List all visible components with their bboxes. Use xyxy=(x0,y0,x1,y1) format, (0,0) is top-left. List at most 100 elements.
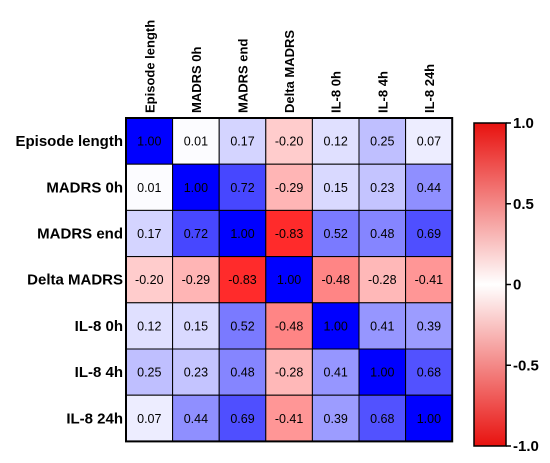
heatmap-cell-3-6 xyxy=(405,256,453,304)
column-label-il-8-24h: IL-8 24h xyxy=(422,64,437,113)
colorbar-tick-label: 0 xyxy=(513,277,521,294)
cell-label-1-1: 1.00 xyxy=(184,181,208,195)
cell-label-5-1: 0.23 xyxy=(184,366,208,380)
column-labels: Episode length MADRS 0h MADRS end Delta MAD… xyxy=(142,20,437,113)
heatmap-cell-1-4 xyxy=(311,163,360,211)
cell-label-1-6: 0.44 xyxy=(417,181,441,195)
row-label-delta-madrs: Delta MADRS xyxy=(27,272,123,289)
heatmap-cell-3-1 xyxy=(172,256,220,304)
cell-label-5-6: 0.68 xyxy=(417,366,441,380)
cell-label-5-5: 1.00 xyxy=(370,366,394,380)
cell-label-4-6: 0.39 xyxy=(417,319,441,333)
row-labels: Episode length MADRS 0h MADRS end Delta MAD… xyxy=(15,133,123,427)
heatmap-cell-0-1 xyxy=(172,117,220,165)
heatmap-cell-2-4 xyxy=(311,209,360,258)
colorbar-gradient xyxy=(473,122,507,447)
column-label-episode-length: Episode length xyxy=(142,20,157,113)
cell-label-1-2: 0.72 xyxy=(230,181,254,195)
cell-label-6-0: 0.07 xyxy=(137,412,161,426)
colorbar-tick-label: -0.5 xyxy=(513,357,539,374)
heatmap-cell-5-0 xyxy=(125,348,174,396)
heatmap-cell-3-0 xyxy=(125,256,174,304)
heatmap-cell-6-5 xyxy=(358,394,407,442)
cell-label-5-4: 0.41 xyxy=(324,366,348,380)
cell-label-2-5: 0.48 xyxy=(370,227,394,241)
row-label-madrs-0h: MADRS 0h xyxy=(46,179,123,196)
cell-label-1-0: 0.01 xyxy=(137,181,161,195)
heatmap-cell-6-3 xyxy=(265,394,313,442)
cell-label-3-4: -0.48 xyxy=(321,273,350,287)
heatmap-cell-5-1 xyxy=(172,348,220,396)
cell-label-0-5: 0.25 xyxy=(370,135,394,149)
cell-label-6-4: 0.39 xyxy=(324,412,348,426)
cell-label-0-2: 0.17 xyxy=(230,135,254,149)
cell-label-2-0: 0.17 xyxy=(137,227,161,241)
heatmap-cell-5-3 xyxy=(265,348,313,396)
cell-label-4-5: 0.41 xyxy=(370,319,394,333)
cell-label-0-3: -0.20 xyxy=(275,135,304,149)
cell-label-4-0: 0.12 xyxy=(137,319,161,333)
colorbar-tick-label: 0.5 xyxy=(513,196,534,213)
cell-label-5-0: 0.25 xyxy=(137,366,161,380)
cell-label-4-1: 0.15 xyxy=(184,319,208,333)
cell-label-1-3: -0.29 xyxy=(275,181,304,195)
cell-label-2-4: 0.52 xyxy=(324,227,348,241)
heatmap-cell-1-2 xyxy=(218,163,267,211)
heatmap-cells xyxy=(125,117,453,442)
column-label-delta-madrs: Delta MADRS xyxy=(282,30,297,113)
column-label-il-8-0h: IL-8 0h xyxy=(329,71,344,113)
cell-label-5-3: -0.28 xyxy=(275,366,304,380)
colorbar-tick-label: -1.0 xyxy=(513,438,539,455)
cell-label-0-6: 0.07 xyxy=(417,135,441,149)
cell-label-2-6: 0.69 xyxy=(417,227,441,241)
heatmap-cell-2-6 xyxy=(405,209,453,258)
heatmap-cell-6-0 xyxy=(125,394,174,442)
row-label-episode-length: Episode length xyxy=(15,133,123,150)
cell-label-5-2: 0.48 xyxy=(230,366,254,380)
heatmap-cell-0-5 xyxy=(358,117,407,165)
heatmap-cell-6-4 xyxy=(311,394,360,442)
heatmap-border xyxy=(125,117,454,443)
cell-label-0-1: 0.01 xyxy=(184,135,208,149)
cell-label-0-4: 0.12 xyxy=(324,135,348,149)
column-label-il-8-4h: IL-8 4h xyxy=(375,71,390,113)
heatmap-cell-3-5 xyxy=(358,256,407,304)
heatmap-cell-2-1 xyxy=(172,209,220,258)
cell-label-2-3: -0.83 xyxy=(275,227,304,241)
cell-label-2-1: 0.72 xyxy=(184,227,208,241)
row-label-il-8-24h: IL-8 24h xyxy=(66,410,123,427)
heatmap-cell-0-0 xyxy=(125,117,174,165)
cell-label-3-3: 1.00 xyxy=(277,273,301,287)
cell-label-4-2: 0.52 xyxy=(230,319,254,333)
column-label-madrs-end: MADRS end xyxy=(236,39,251,113)
heatmap-cell-4-2 xyxy=(218,302,267,350)
cell-label-1-4: 0.15 xyxy=(324,181,348,195)
heatmap-cell-2-5 xyxy=(358,209,407,258)
cell-label-1-5: 0.23 xyxy=(370,181,394,195)
cell-label-3-6: -0.41 xyxy=(415,273,444,287)
row-label-il-8-4h: IL-8 4h xyxy=(75,364,123,381)
cell-label-0-0: 1.00 xyxy=(137,135,161,149)
colorbar-tick-label: 1.0 xyxy=(513,115,534,132)
cell-label-4-3: -0.48 xyxy=(275,319,304,333)
heatmap-cell-2-3 xyxy=(265,209,313,258)
cell-label-6-2: 0.69 xyxy=(230,412,254,426)
cell-label-6-6: 1.00 xyxy=(417,412,441,426)
heatmap-cell-2-2 xyxy=(218,209,267,258)
row-label-madrs-end: MADRS end xyxy=(37,226,123,243)
cell-value-labels: 1.00 0.01 0.17 -0.20 0.12 0.25 0.07 0.01 1.00 0.7… xyxy=(135,135,443,426)
cell-label-2-2: 1.00 xyxy=(230,227,254,241)
heatmap-cell-4-0 xyxy=(125,302,174,350)
cell-label-3-0: -0.20 xyxy=(135,273,164,287)
cell-label-3-5: -0.28 xyxy=(368,273,397,287)
heatmap-cell-5-4 xyxy=(311,348,360,396)
cell-label-3-1: -0.29 xyxy=(182,273,211,287)
heatmap-cell-6-2 xyxy=(218,394,267,442)
cell-label-6-3: -0.41 xyxy=(275,412,304,426)
column-label-madrs-0h: MADRS 0h xyxy=(189,46,204,113)
cell-label-6-1: 0.44 xyxy=(184,412,208,426)
colorbar: 1.0 0.5 0 -0.5 -1.0 xyxy=(473,115,539,455)
cell-label-6-5: 0.68 xyxy=(370,412,394,426)
heatmap-cell-5-6 xyxy=(405,348,453,396)
